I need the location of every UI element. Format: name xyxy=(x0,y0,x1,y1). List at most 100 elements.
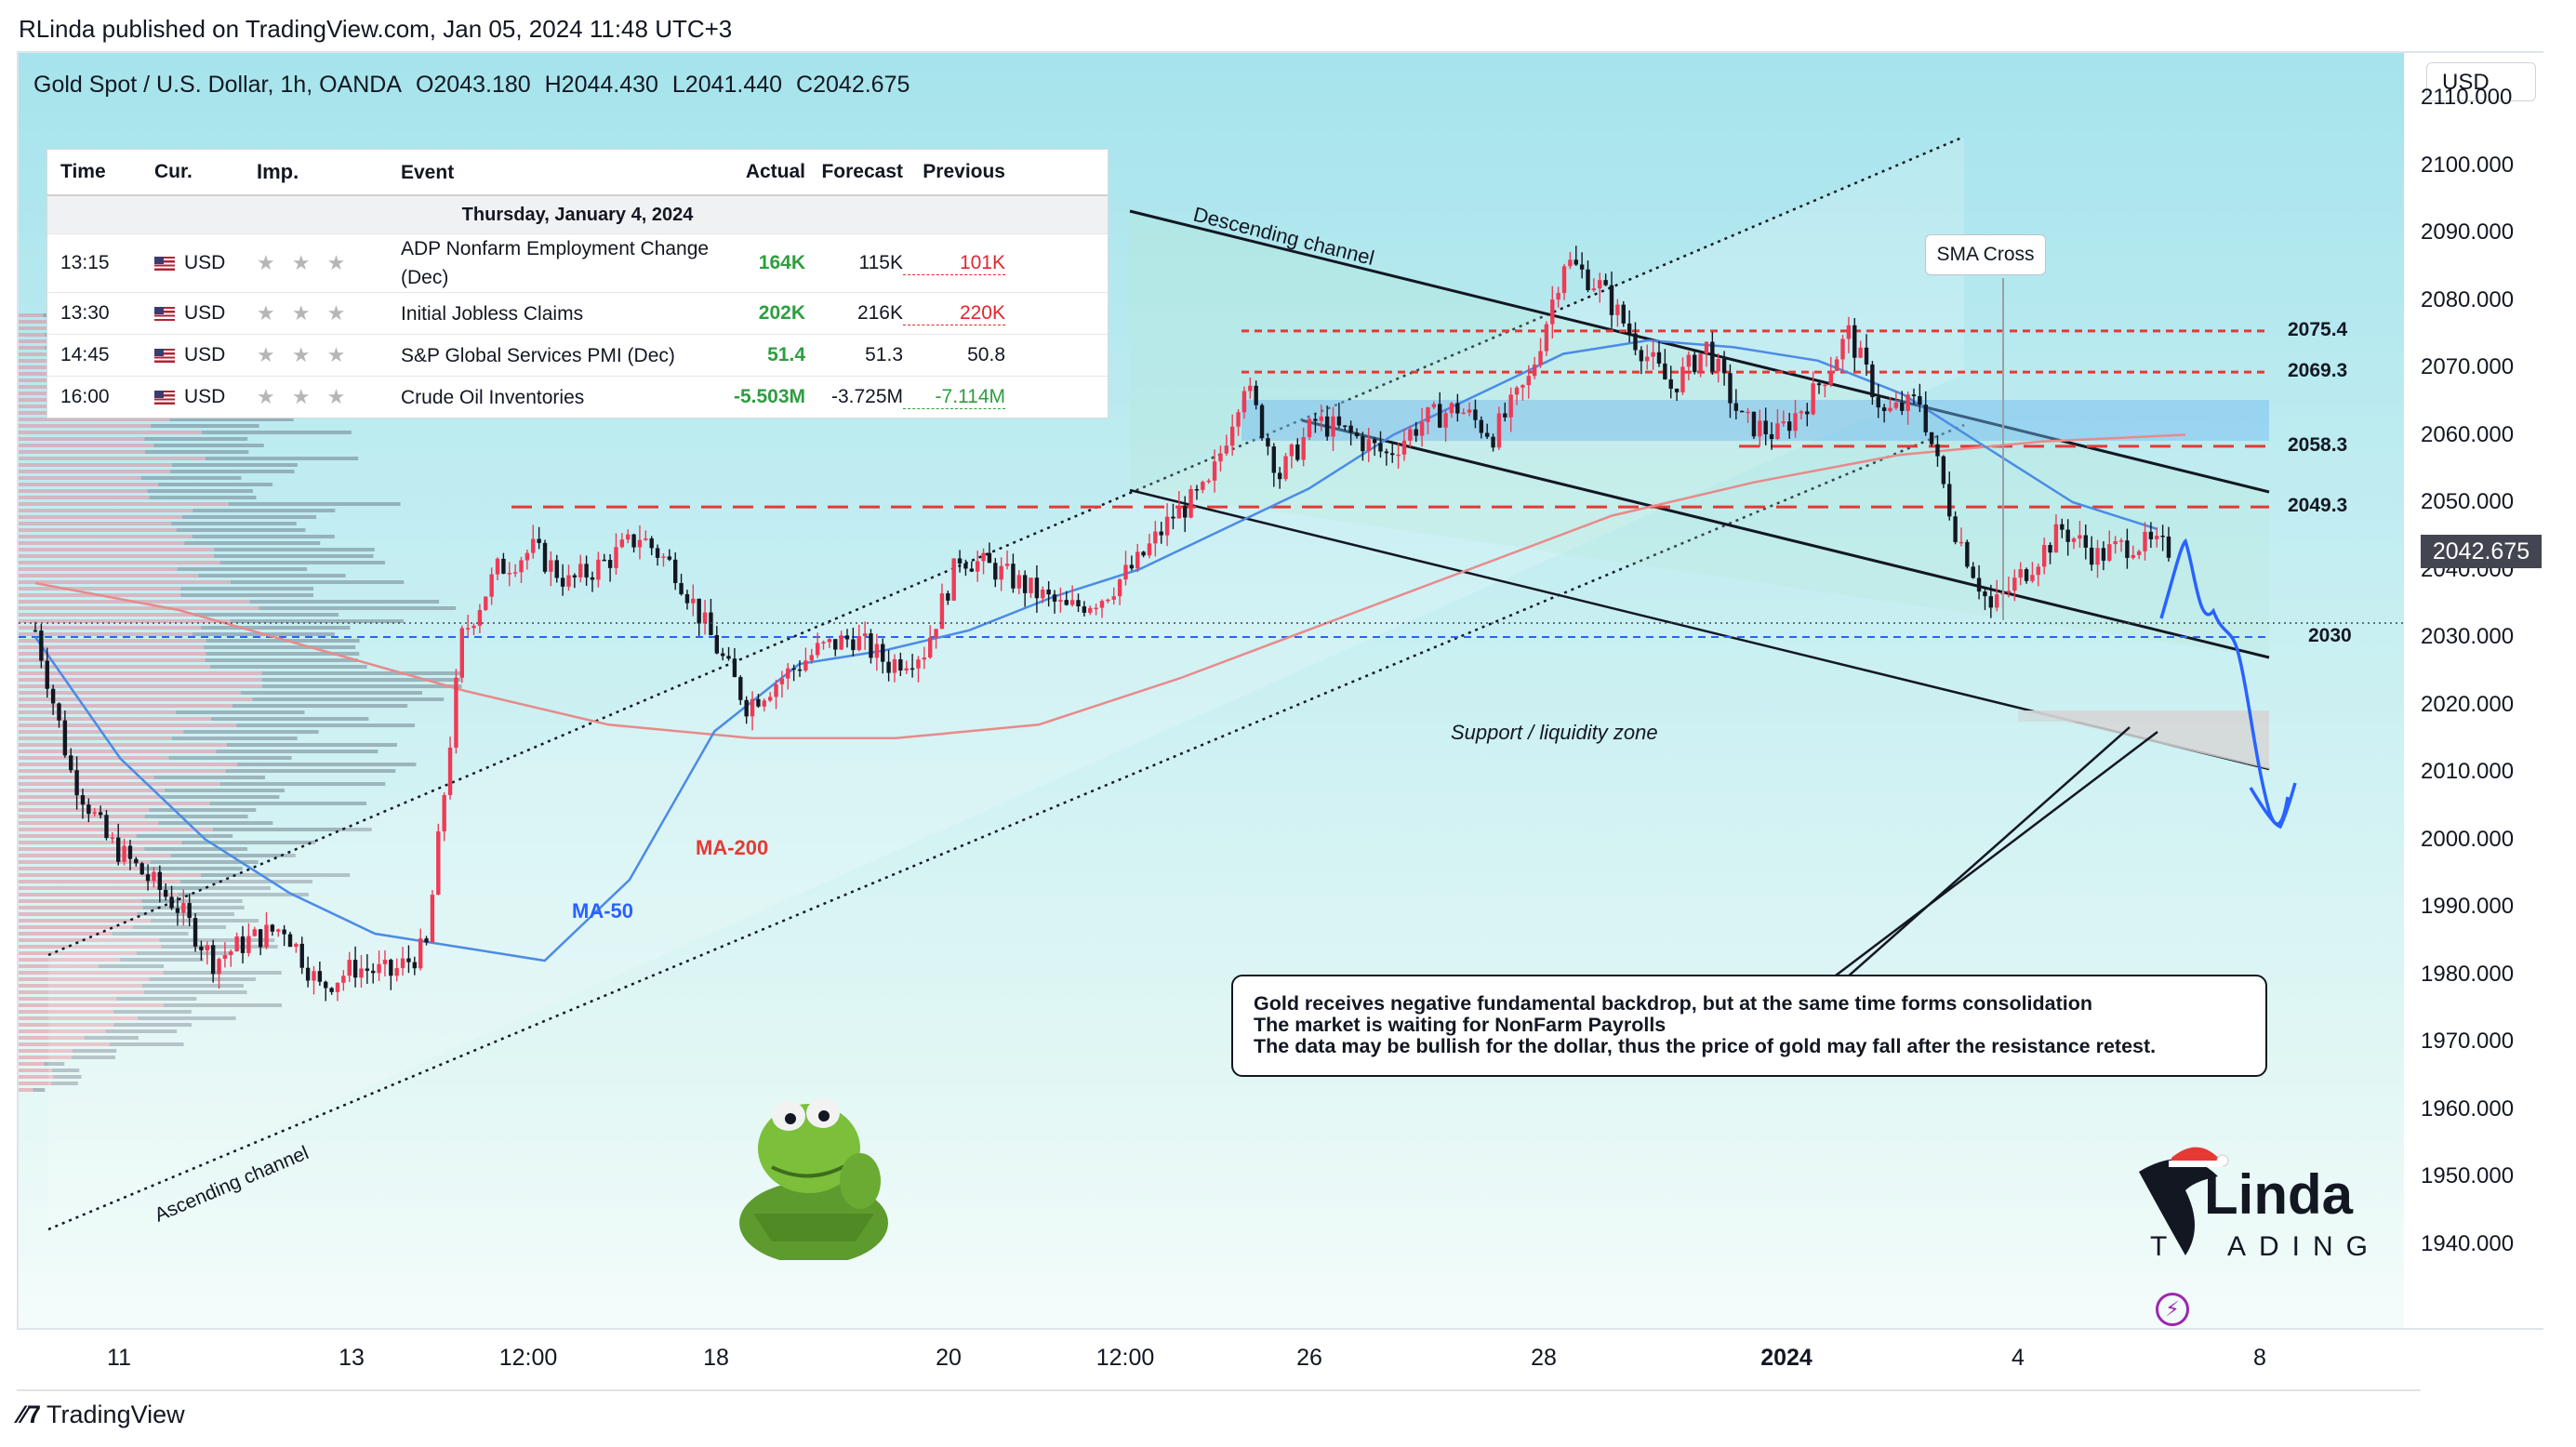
sma-cross-label: SMA Cross xyxy=(1925,234,2046,275)
candle-body xyxy=(1888,407,1892,411)
currency-code: USD xyxy=(184,344,226,365)
level-label: 2058.3 xyxy=(2288,433,2348,456)
candle-body xyxy=(62,720,68,756)
chart-area[interactable]: Descending channel Ascending channel Sup… xyxy=(17,51,2421,1330)
col-event: Event xyxy=(401,161,455,183)
volume-bar xyxy=(19,639,206,643)
volume-bar xyxy=(171,737,298,740)
candle-body xyxy=(359,968,364,978)
candle-body xyxy=(1029,577,1033,593)
calendar-header: Time Cur. Imp. Event Actual Forecast Pre… xyxy=(47,150,1108,196)
time-tick: 12:00 xyxy=(498,1345,558,1371)
economic-calendar: Time Cur. Imp. Event Actual Forecast Pre… xyxy=(46,149,1109,418)
candle-body xyxy=(2095,548,2100,565)
time-axis[interactable]: 11 13 12:00 18 20 12:00 26 28 2024 4 8 xyxy=(17,1330,2421,1391)
candle-body xyxy=(2143,531,2147,551)
candle-body xyxy=(1159,531,1163,536)
candle-body xyxy=(2101,548,2106,561)
candle-body xyxy=(57,703,61,721)
volume-bar xyxy=(193,509,336,512)
tv-logo-icon: ⁄⁄7 xyxy=(19,1401,42,1428)
symbol-name[interactable]: Gold Spot / U.S. Dollar, 1h, OANDA xyxy=(33,72,402,98)
volume-bar xyxy=(19,1062,45,1066)
candle-body xyxy=(246,936,251,953)
candle-body xyxy=(1799,411,1804,414)
note-line: Gold receives negative fundamental backd… xyxy=(1254,992,2093,1015)
candle-body xyxy=(501,558,506,574)
candle-body xyxy=(205,945,209,950)
candle-body xyxy=(1751,411,1757,437)
volume-bar xyxy=(72,1049,117,1053)
candle-body xyxy=(1164,516,1170,536)
tradingview-logo[interactable]: ⁄⁄7 TradingView xyxy=(19,1401,185,1429)
volume-bar xyxy=(162,795,280,799)
candle-body xyxy=(477,609,483,626)
volume-bar xyxy=(19,834,137,838)
candle-body xyxy=(1663,363,1667,380)
price-axis[interactable]: USD 2110.000 2100.000 2090.000 2080.000 2070… xyxy=(2404,51,2543,1330)
candle-body xyxy=(412,962,418,969)
candle-body xyxy=(993,563,998,580)
price-tick: 1960.000 xyxy=(2421,1095,2515,1122)
volume-bar xyxy=(232,704,408,708)
volume-bar xyxy=(141,899,243,903)
volume-bar xyxy=(214,548,375,551)
candle-body xyxy=(1004,564,1010,566)
candle-body xyxy=(1740,410,1745,413)
candle-body xyxy=(2060,524,2065,530)
candle-body xyxy=(1307,418,1312,438)
volume-bar xyxy=(19,483,159,486)
volume-bar xyxy=(19,925,133,929)
candle-body xyxy=(1438,404,1442,428)
volume-bar xyxy=(19,906,143,909)
candle-body xyxy=(181,903,186,913)
volume-bar xyxy=(19,938,160,942)
candle-body xyxy=(1099,601,1105,608)
candle-body xyxy=(1971,566,1975,578)
candle-body xyxy=(175,908,180,913)
volume-bar xyxy=(192,535,335,538)
candle-body xyxy=(881,644,885,662)
candle-body xyxy=(803,660,808,671)
volume-bar xyxy=(158,821,273,825)
time-tick: 20 xyxy=(936,1345,962,1371)
candle-body xyxy=(1674,388,1680,392)
volume-bar xyxy=(19,958,121,962)
lightning-icon[interactable]: ⚡ xyxy=(2156,1293,2189,1326)
volume-bar xyxy=(142,984,244,988)
candle-body xyxy=(572,575,578,577)
candle-body xyxy=(969,568,975,572)
volume-bar xyxy=(19,424,152,428)
volume-bar xyxy=(142,906,245,909)
volume-bar xyxy=(19,1042,110,1046)
candle-body xyxy=(566,575,571,587)
currency-selector[interactable]: USD xyxy=(2426,62,2536,101)
price-tick: 2060.000 xyxy=(2421,421,2515,447)
price-tick: 2010.000 xyxy=(2421,759,2515,784)
volume-bar xyxy=(201,431,352,434)
volume-bar xyxy=(19,313,44,317)
ohlc-close: C2042.675 xyxy=(796,72,910,98)
candle-body xyxy=(1846,325,1852,339)
candle-body xyxy=(1959,541,1964,544)
volume-bar xyxy=(150,860,259,864)
candle-body xyxy=(714,634,720,654)
price-tick: 1990.000 xyxy=(2421,894,2515,919)
candle-body xyxy=(1716,358,1720,372)
volume-bar xyxy=(182,515,317,519)
support-zone-label: Support / liquidity zone xyxy=(1451,721,1658,744)
volume-bar xyxy=(120,958,204,962)
volume-bar xyxy=(19,769,226,773)
candle-body xyxy=(2148,531,2154,539)
candle-body xyxy=(1905,394,1910,411)
candle-body xyxy=(2048,545,2052,553)
candle-body xyxy=(1473,409,1478,420)
volume-bar xyxy=(19,418,170,421)
candle-body xyxy=(1561,266,1567,294)
calendar-row: 13:15 USD ★ ★ ★ ADP Nonfarm Employment Chan… xyxy=(47,233,1108,292)
volume-bar xyxy=(19,450,146,454)
volume-bar xyxy=(19,743,227,747)
time-tick: 11 xyxy=(107,1345,131,1371)
candle-body xyxy=(732,658,737,678)
candle-body xyxy=(697,598,701,624)
